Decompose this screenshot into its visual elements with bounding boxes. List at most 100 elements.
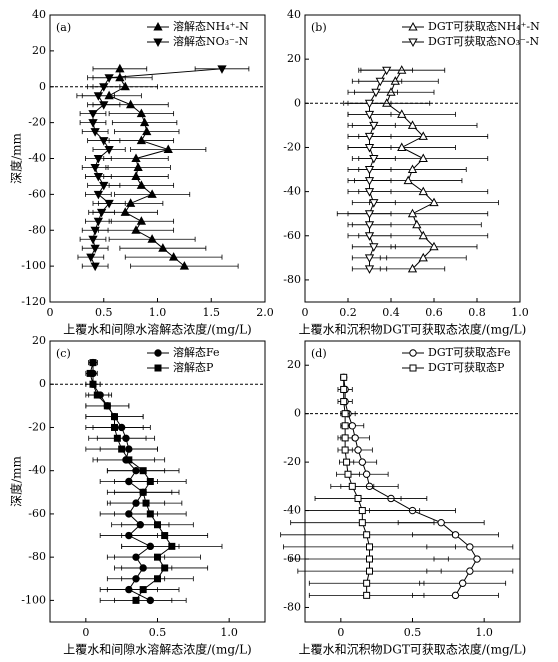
panel: 0 0.5 1.0 1.5 2.0 40 20 0 -20 -40 -60 -80 -100 -120 (a… <box>9 8 274 337</box>
marker <box>89 380 97 388</box>
x-tick-label: 1.0 <box>149 306 167 319</box>
marker <box>125 456 133 464</box>
x-tick-label: 0.6 <box>425 306 443 319</box>
marker <box>99 101 109 110</box>
x-tick-label: 0.5 <box>95 306 113 319</box>
marker <box>407 263 418 273</box>
marker <box>168 252 179 261</box>
x-tick-label: 0.5 <box>149 626 167 639</box>
marker <box>89 359 97 367</box>
marker <box>136 216 147 225</box>
legend-marker <box>153 21 163 31</box>
marker <box>104 90 114 100</box>
marker <box>340 398 348 406</box>
marker <box>351 434 359 442</box>
marker <box>451 531 460 539</box>
x-tick-label: 1.0 <box>475 626 493 639</box>
x-tick-label: 0.4 <box>382 306 400 319</box>
marker <box>397 109 407 118</box>
marker <box>161 564 169 572</box>
y-tick-label: -40 <box>28 152 46 165</box>
marker <box>397 142 407 151</box>
marker <box>131 171 141 180</box>
marker <box>364 221 375 230</box>
legend-label: 溶解态NO₃⁻-N <box>173 34 249 48</box>
panel-label: (a) <box>56 21 71 34</box>
marker <box>139 488 147 496</box>
x-axis-title: 上覆水和沉积物DGT可获取态浓度/(mg/L) <box>299 322 527 337</box>
marker <box>364 99 375 109</box>
marker <box>146 478 154 485</box>
marker <box>139 117 150 127</box>
y-tick-label: -120 <box>21 295 46 308</box>
legend-marker <box>409 364 417 372</box>
marker <box>369 155 379 164</box>
marker <box>142 499 150 507</box>
marker <box>364 177 375 186</box>
y-tick-label: -20 <box>28 116 46 129</box>
marker <box>358 458 367 466</box>
marker <box>179 261 190 270</box>
marker <box>371 88 381 98</box>
x-tick-label: 1.0 <box>220 626 238 639</box>
panel: 0 0.2 0.4 0.6 0.8 1.0 40 20 0 -20 -40 -60 -80 (b) 上覆水和… <box>283 8 540 337</box>
marker <box>136 108 147 118</box>
marker <box>364 132 375 142</box>
marker <box>93 190 104 200</box>
marker <box>364 166 375 175</box>
legend-label: DGT可获取态NH₄⁺-N <box>428 20 540 33</box>
marker <box>161 532 169 540</box>
marker <box>429 197 439 207</box>
marker <box>93 217 104 227</box>
marker <box>418 186 428 196</box>
marker <box>118 445 126 453</box>
marker <box>125 198 136 207</box>
marker <box>451 591 460 600</box>
marker <box>103 402 111 410</box>
y-tick-label: 0 <box>39 377 46 390</box>
y-tick-label: -80 <box>28 223 46 236</box>
marker <box>366 543 373 551</box>
y-tick-label: -60 <box>283 229 301 242</box>
marker <box>131 153 141 162</box>
marker <box>363 591 371 599</box>
y-tick-label: -60 <box>283 552 301 565</box>
y-tick-label: -60 <box>28 187 46 200</box>
marker <box>386 87 396 96</box>
marker <box>354 494 362 502</box>
legend-marker <box>154 349 162 357</box>
marker <box>88 119 98 128</box>
x-axis-title: 上覆水和沉积物DGT可获取态浓度/(mg/L) <box>299 642 527 657</box>
marker <box>131 225 141 234</box>
marker <box>93 92 104 101</box>
marker <box>412 219 422 229</box>
y-tick-label: 20 <box>32 334 46 347</box>
legend-marker <box>408 38 418 48</box>
marker <box>363 579 371 587</box>
legend-marker <box>408 21 418 31</box>
marker <box>343 458 351 466</box>
x-axis-title: 上覆水和间隙水溶解态浓度/(mg/L) <box>63 322 251 337</box>
y-tick-label: -80 <box>283 273 301 286</box>
marker <box>364 265 375 274</box>
x-tick-label: 1.0 <box>511 306 529 319</box>
marker <box>364 232 375 241</box>
legend-label: 溶解态P <box>173 360 214 374</box>
marker <box>90 163 100 173</box>
marker <box>136 180 147 189</box>
panel-label: (c) <box>56 347 71 360</box>
marker <box>136 135 147 145</box>
marker <box>364 110 375 120</box>
marker <box>418 252 428 262</box>
x-tick-label: 0 <box>337 626 344 639</box>
legend-label: 溶解态NH₄⁺-N <box>173 19 249 33</box>
marker <box>366 555 373 563</box>
marker <box>139 586 147 594</box>
marker <box>88 110 98 119</box>
marker <box>132 596 140 604</box>
panel-label: (d) <box>311 347 327 360</box>
marker <box>340 373 348 381</box>
marker <box>99 137 109 146</box>
marker <box>93 172 104 182</box>
marker <box>364 188 375 197</box>
